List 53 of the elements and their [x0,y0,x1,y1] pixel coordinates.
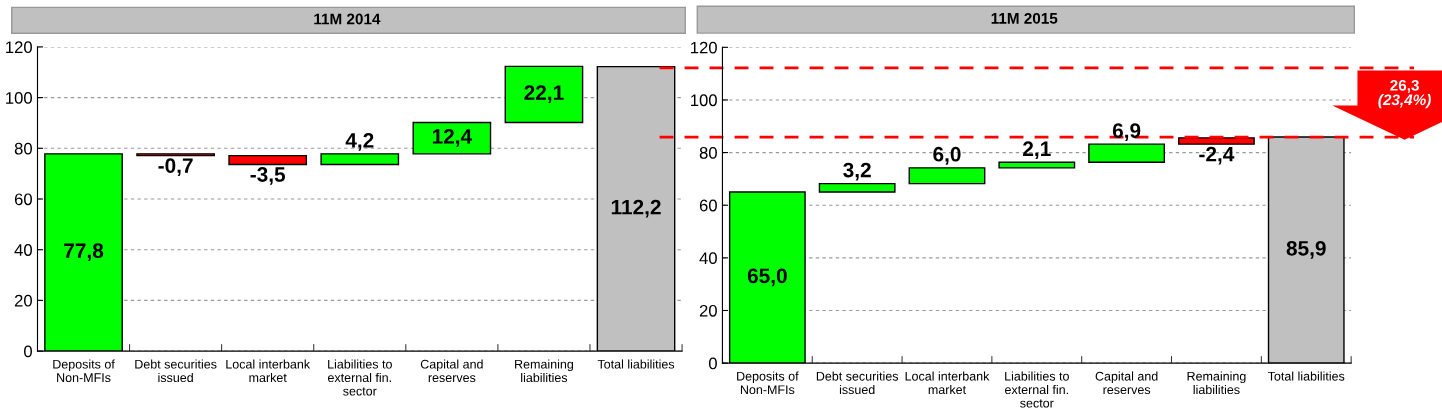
bar [504,65,584,124]
x-tick-label: Total liabilities [597,359,675,369]
y-tick-label: 20 [14,294,32,307]
data-label: 85,9 [1286,240,1326,259]
x-tick-label: Deposits of Non-MFIs [737,371,799,395]
data-label: 3,2 [843,162,871,181]
x-tick-label: Remaining liabilities [1187,371,1246,395]
x-tick-label: Deposits of Non-MFIs [53,359,115,383]
y-tick-label: 100 [691,94,717,107]
bar [228,154,308,166]
x-tick-label: Local interbank market [905,371,990,395]
y-tick-label: 0 [24,345,32,358]
data-label: 12,4 [432,128,473,147]
chart-title: 11M 2015 [991,12,1058,24]
data-label: -2,4 [1199,146,1235,165]
x-tick-label: Total liabilities [1267,371,1345,381]
y-tick-label: 40 [14,244,32,256]
data-label: 2,1 [1023,141,1051,160]
y-tick-label: 80 [14,142,32,155]
text: 26,3 (23,4%) [1378,79,1431,109]
y-tick-label: 60 [14,193,32,206]
data-label: 6,9 [1112,123,1141,141]
data-label: 65,0 [747,268,787,287]
x-tick-label: Remaining liabilities [515,359,574,383]
x-tick-label: Liabilities to external fin. sector [1005,371,1069,408]
x-tick-label: Debt securities issued [816,371,899,395]
y-tick-label: 100 [6,92,32,104]
data-label: 22,1 [524,85,564,104]
data-label: -0,7 [158,158,193,176]
bar [818,182,896,193]
bar [1088,143,1166,164]
y-tick-label: 80 [699,146,717,159]
data-label: 6,0 [933,146,961,165]
x-tick-label: Capital and reserves [420,359,483,383]
y-tick-label: 20 [699,304,717,317]
data-label: 77,8 [64,243,104,262]
data-label: 112,2 [611,199,661,218]
chart-title: 11M 2014 [314,13,381,25]
data-label: 4,2 [345,132,374,151]
x-tick-label: Local interbank market [226,359,311,383]
x-tick-label: Debt securities issued [135,359,217,383]
bar [908,167,986,185]
bar [412,121,492,155]
bar [998,161,1076,169]
x-tick-label: Liabilities to external fin. sector [328,359,392,396]
bar [320,153,400,166]
data-label: -3,5 [250,167,286,185]
x-tick-label: Capital and reserves [1095,371,1158,395]
y-tick-label: 40 [699,252,717,265]
y-tick-label: 120 [6,41,32,54]
y-tick-label: 60 [699,199,717,212]
y-tick-label: 120 [691,41,717,54]
y-tick-label: 0 [708,357,717,370]
